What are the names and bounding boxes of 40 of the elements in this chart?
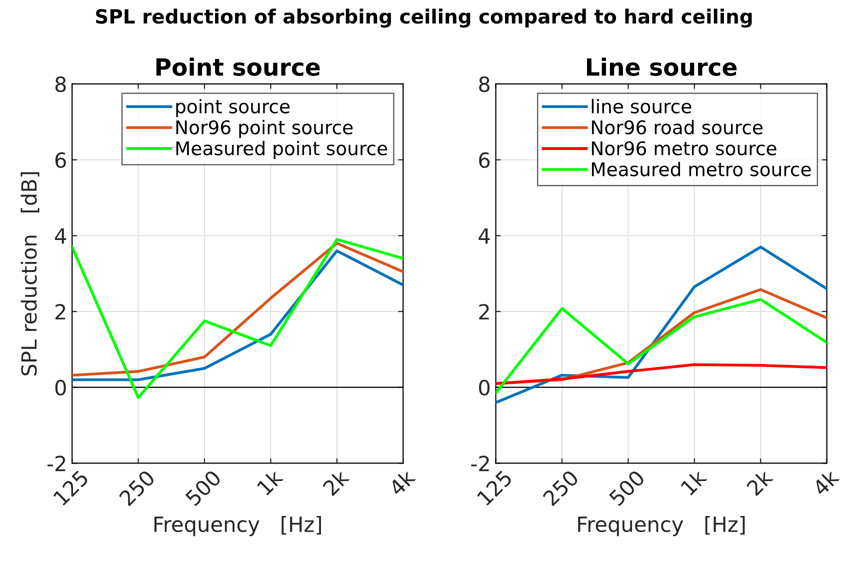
x-tick-label: 1k [256, 468, 284, 496]
y-tick-label: 0 [479, 380, 490, 396]
line-series [496, 363, 827, 385]
legend-label: line source [592, 98, 692, 114]
legend-label: point source [176, 98, 290, 118]
legend-label: Measured metro source [592, 162, 811, 176]
chart-title: Point source [156, 58, 320, 76]
line-series [72, 238, 404, 399]
x-tick-label: 2k [746, 468, 774, 496]
y-axis-title: SPL reduction [dB] [20, 172, 40, 376]
legend-label: Nor96 road source [592, 120, 763, 134]
x-tick-label: 500 [608, 469, 646, 506]
line-series [496, 298, 827, 394]
y-tick-label: -2 [471, 456, 489, 472]
x-tick-label: 125 [52, 470, 90, 506]
legend-label: Measured point source [176, 140, 388, 160]
x-tick-label: 250 [542, 469, 580, 507]
x-tick-label: 250 [118, 469, 156, 507]
x-tick-label: 4k [811, 468, 840, 496]
y-tick-label: 4 [478, 228, 490, 244]
y-tick-label: 8 [479, 76, 490, 92]
x-tick-label: 125 [476, 470, 513, 506]
y-tick-label: 2 [55, 304, 66, 320]
x-axis-title: Frequency [Hz] [578, 516, 745, 536]
y-tick-label: 8 [55, 76, 66, 92]
legend-label: Nor96 point source [176, 120, 353, 138]
x-axis-title: Frequency [Hz] [154, 516, 321, 536]
x-tick-label: 1k [680, 468, 708, 496]
y-tick-label: 2 [479, 304, 489, 320]
y-tick-label: -2 [47, 456, 66, 472]
y-tick-label: 4 [54, 228, 66, 244]
x-tick-label: 4k [388, 468, 416, 496]
chart-title: Line source [587, 58, 737, 76]
legend-label: Nor96 metro source [592, 141, 776, 156]
y-tick-label: 0 [55, 380, 66, 396]
text: SPL reduction of absorbing ceiling compared to hard ceiling [96, 8, 752, 28]
y-tick-label: 6 [55, 152, 66, 168]
x-tick-label: 2k [322, 468, 350, 496]
x-tick-label: 500 [184, 469, 222, 506]
y-tick-label: 6 [479, 152, 490, 168]
